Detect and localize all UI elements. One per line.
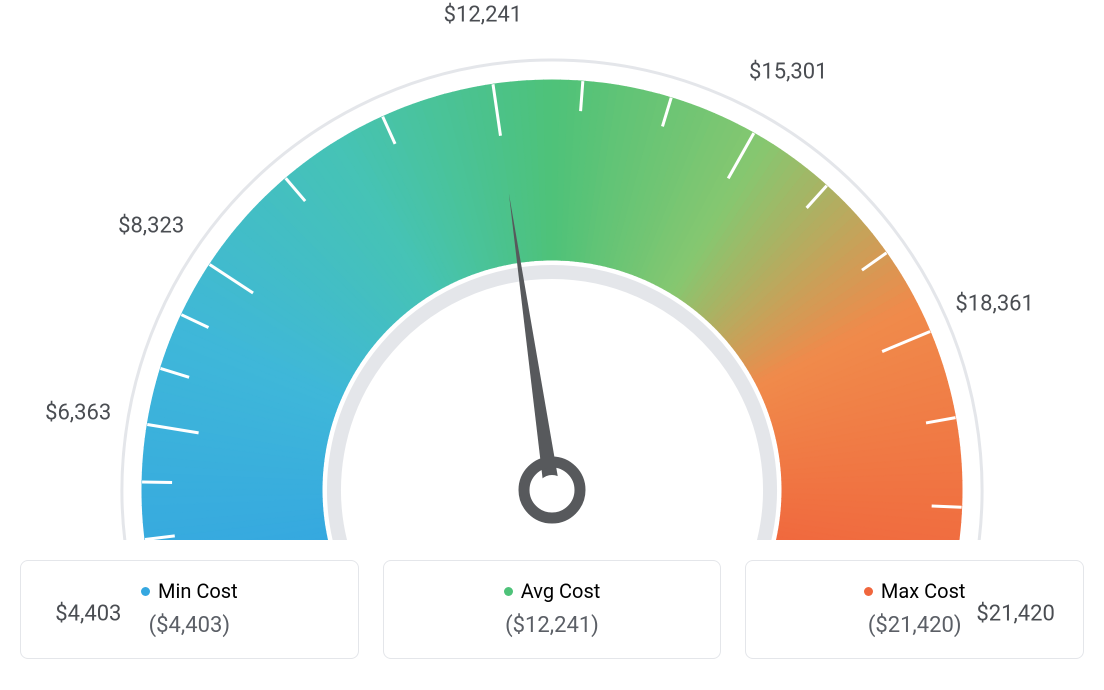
avg-dot-icon [504, 587, 513, 596]
gauge-tick-label: $21,420 [976, 602, 1055, 627]
min-dot-icon [141, 587, 150, 596]
gauge-tick-label: $6,363 [45, 401, 111, 426]
gauge-tick-label: $8,323 [118, 213, 184, 238]
gauge-tick-label: $15,301 [749, 60, 828, 85]
cost-gauge: $4,403$6,363$8,323$12,241$15,301$18,361$… [20, 20, 1084, 540]
legend-row: Min Cost ($4,403) Avg Cost ($12,241) Max… [20, 560, 1084, 659]
gauge-tick-label: $18,361 [955, 292, 1034, 317]
gauge-tick-label: $12,241 [444, 3, 523, 28]
max-dot-icon [864, 587, 873, 596]
gauge-tick-label: $4,403 [55, 602, 121, 627]
legend-min-title: Min Cost [158, 579, 238, 603]
legend-avg-value: ($12,241) [404, 613, 701, 638]
legend-avg-title: Avg Cost [521, 579, 601, 603]
legend-max-title: Max Cost [881, 579, 966, 603]
legend-card-avg: Avg Cost ($12,241) [383, 560, 722, 659]
